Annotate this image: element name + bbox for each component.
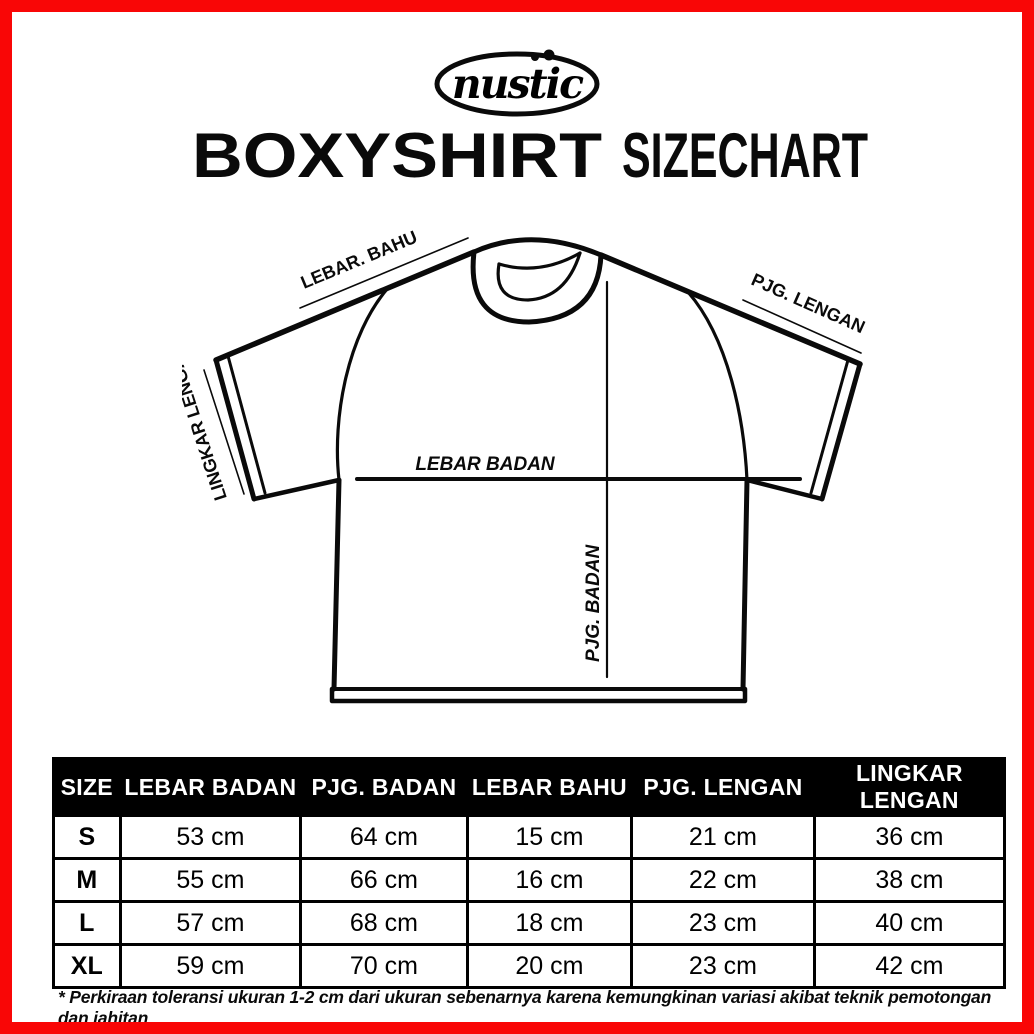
value-cell: 23 cm [630,943,816,989]
left-underarm [251,477,342,502]
right-underarm [744,477,825,502]
value-cell: 15 cm [465,814,634,860]
value-cell: 38 cm [812,857,1007,903]
label-body-length: PJG. BADAN [583,544,604,662]
value-cell: 23 cm [630,900,816,946]
brand-logo: nustic [434,49,600,117]
collar-outer-u [470,249,604,325]
value-cell: 68 cm [299,900,469,946]
table-row-xl: XL 59 cm 70 cm 20 cm 23 cm 42 cm [52,943,1007,989]
left-cuff-inner [226,354,267,495]
left-armhole-curve [335,286,390,482]
value-cell: 21 cm [630,814,816,860]
right-cuff-outer [819,361,863,502]
table-header-row: SIZE LEBAR BADAN PJG. BADAN LEBAR BAHU P… [52,757,1007,817]
size-cell: L [52,900,122,946]
label-body-width: LEBAR BADAN [415,454,556,475]
value-cell: 42 cm [812,943,1007,989]
sleeve-length-leader-line [742,299,862,354]
size-cell: XL [52,943,122,989]
title-main: BOXYSHIRT [192,124,602,190]
col-header-lingkar-lengan: LINGKAR LENGAN [812,757,1007,817]
col-header-pjg-badan: PJG. BADAN [299,757,469,817]
value-cell: 57 cm [118,900,303,946]
col-header-lebar-bahu: LEBAR BAHU [465,757,634,817]
table-row-m: M 55 cm 66 cm 16 cm 22 cm 38 cm [52,857,1007,903]
body-left-edge [331,477,342,692]
table-row-l: L 57 cm 68 cm 18 cm 23 cm 40 cm [52,900,1007,946]
footnote: * Perkiraan toleransi ukuran 1-2 cm dari… [58,987,992,1028]
collar-backneck-line [497,251,582,270]
brand-name: nustic [452,60,584,108]
value-cell: 20 cm [465,943,634,989]
col-header-pjg-lengan: PJG. LENGAN [630,757,816,817]
size-table: SIZE LEBAR BADAN PJG. BADAN LEBAR BAHU P… [52,757,1007,989]
value-cell: 70 cm [299,943,469,989]
value-cell: 40 cm [812,900,1007,946]
label-sleeve-circumference: LINGKAR LENGAN [182,342,231,503]
logo-dot-2 [543,49,555,61]
body-right-edge [740,477,750,692]
value-cell: 59 cm [118,943,303,989]
value-cell: 55 cm [118,857,303,903]
value-cell: 36 cm [812,814,1007,860]
sleeve-circumference-leader-line [203,369,245,495]
value-cell: 64 cm [299,814,469,860]
value-cell: 53 cm [118,814,303,860]
logo-ellipse [434,51,600,117]
tshirt-diagram: LEBAR. BAHU PJG. LENGAN LINGKAR LENGAN L… [182,227,868,704]
hem-band [329,686,748,704]
col-header-lebar-badan: LEBAR BADAN [118,757,303,817]
page-title: BOXYSHIRT SIZECHART [192,124,868,190]
collar-inner-u [496,251,582,302]
shoulder-line-left [213,249,477,363]
table-row-s: S 53 cm 64 cm 15 cm 21 cm 36 cm [52,814,1007,860]
left-cuff-outer [213,357,257,502]
right-cuff-inner [809,358,850,495]
col-header-size: SIZE [52,757,122,817]
shoulder-line-right [598,252,863,367]
value-cell: 16 cm [465,857,634,903]
logo-dot-1 [531,53,539,61]
size-cell: M [52,857,122,903]
value-cell: 66 cm [299,857,469,903]
title-sub: SIZECHART [622,124,868,190]
shoulder-leader-line [299,237,469,309]
right-armhole-curve [686,290,749,482]
size-cell: S [52,814,122,860]
collar-top-edge [471,237,604,258]
value-cell: 22 cm [630,857,816,903]
value-cell: 18 cm [465,900,634,946]
